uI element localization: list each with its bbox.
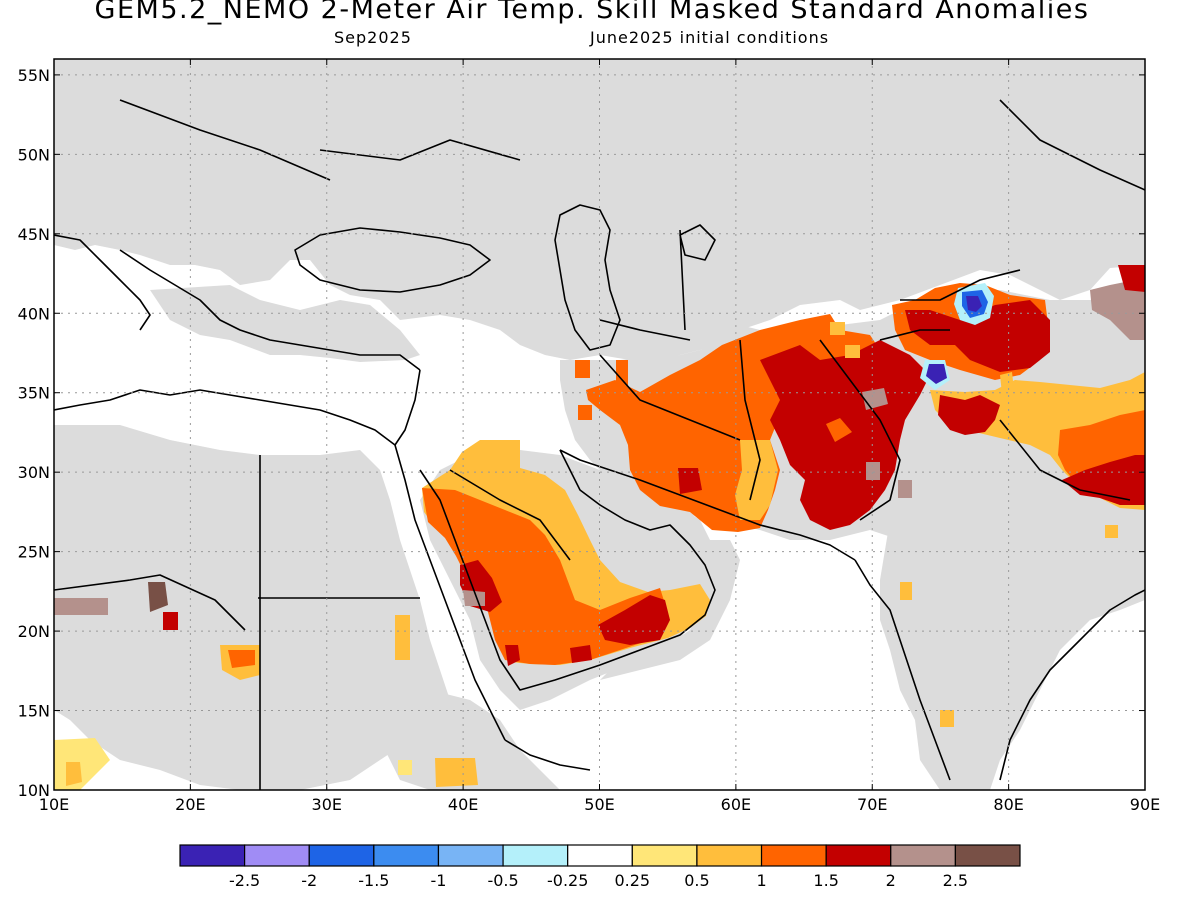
colorbar — [179, 844, 1021, 867]
lon-tick-label: 90E — [1130, 795, 1160, 814]
colorbar-label: 0.25 — [614, 871, 650, 890]
lat-tick-label: 40N — [18, 304, 50, 323]
lon-tick-label: 50E — [584, 795, 614, 814]
lat-tick-label: 55N — [18, 66, 50, 85]
colorbar-swatch — [954, 844, 1021, 867]
colorbar-swatch — [308, 844, 375, 867]
colorbar-label: 2.5 — [943, 871, 968, 890]
lat-tick-label: 20N — [18, 622, 50, 641]
colorbar-label: 0.5 — [684, 871, 709, 890]
lat-tick-label: 45N — [18, 225, 50, 244]
lat-tick-label: 35N — [18, 384, 50, 403]
lat-axis-labels: 10N 15N 20N 25N 30N 35N 40N 45N 50N 55N — [18, 66, 50, 800]
map-title: GEM5.2_NEMO 2-Meter Air Temp. Skill Mask… — [94, 0, 1090, 25]
colorbar-swatch — [631, 844, 698, 867]
lat-tick-label: 25N — [18, 543, 50, 562]
colorbar-swatch — [179, 844, 246, 867]
colorbar-swatch — [373, 844, 440, 867]
lat-tick-label: 10N — [18, 781, 50, 800]
coastlines-borders — [54, 99, 1145, 790]
colorbar-label: -1 — [430, 871, 446, 890]
initial-conditions: June2025 initial conditions — [590, 28, 830, 47]
lon-tick-label: 80E — [993, 795, 1023, 814]
colorbar-label: -0.5 — [487, 871, 518, 890]
colorbar-label: 2 — [886, 871, 896, 890]
grid-lines — [54, 59, 1145, 790]
colorbar-labels: -2.5 -2 -1.5 -1 -0.5 -0.25 0.25 0.5 1 1.5 2 2.5 — [229, 871, 968, 890]
colorbar-swatch — [696, 844, 763, 867]
lon-tick-label: 70E — [857, 795, 887, 814]
colorbar-label: -2 — [301, 871, 317, 890]
anomaly-shading — [54, 265, 1145, 790]
colorbar-label: -1.5 — [358, 871, 389, 890]
colorbar-label: -0.25 — [547, 871, 588, 890]
lon-tick-label: 10E — [39, 795, 69, 814]
colorbar-label: 1 — [756, 871, 766, 890]
colorbar-swatch — [567, 844, 633, 867]
lat-tick-label: 30N — [18, 463, 50, 482]
colorbar-swatch — [760, 844, 827, 867]
lat-tick-label: 50N — [18, 145, 50, 164]
lon-axis-labels: 10E 20E 30E 40E 50E 60E 70E 80E 90E — [39, 795, 1160, 814]
colorbar-swatch — [502, 844, 569, 867]
valid-month: Sep2025 — [334, 28, 412, 47]
lon-tick-label: 20E — [175, 795, 205, 814]
colorbar-label: -2.5 — [229, 871, 260, 890]
lon-tick-label: 30E — [312, 795, 342, 814]
lon-tick-label: 40E — [448, 795, 478, 814]
colorbar-swatch — [825, 844, 892, 867]
lon-tick-label: 60E — [721, 795, 751, 814]
map-area — [54, 59, 1145, 790]
colorbar-swatch — [437, 844, 504, 867]
colorbar-label: 1.5 — [813, 871, 838, 890]
lat-tick-label: 15N — [18, 702, 50, 721]
axis-ticks — [53, 59, 1146, 791]
colorbar-swatch — [890, 844, 956, 867]
colorbar-swatch — [244, 844, 310, 867]
